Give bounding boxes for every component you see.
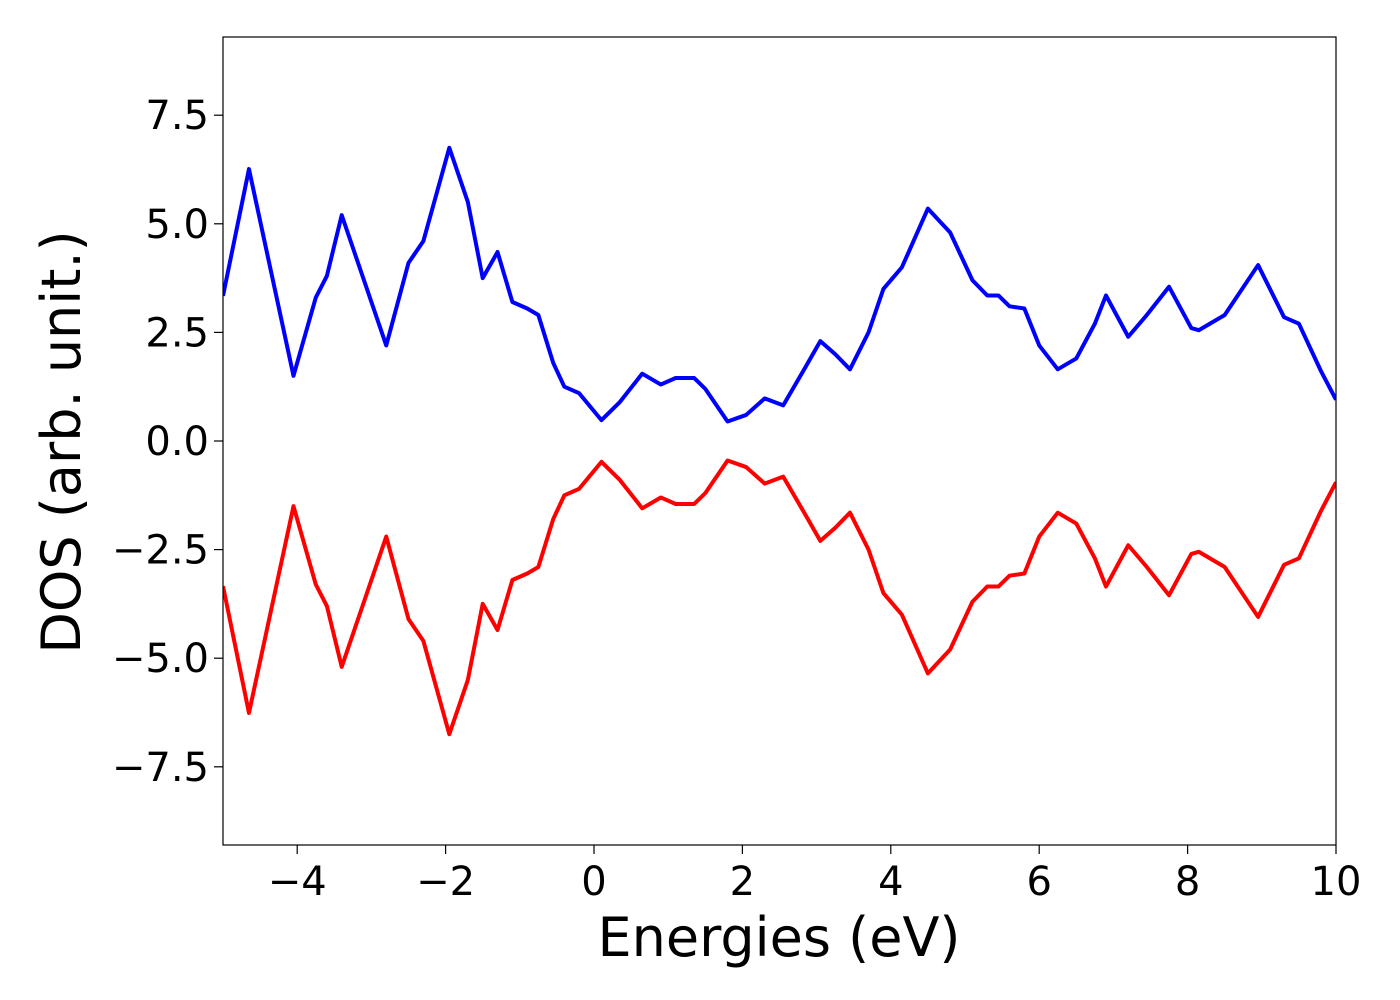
x-tick-label: −2 <box>416 859 475 905</box>
x-axis-label: Energies (eV) <box>598 906 961 969</box>
x-tick-label: 8 <box>1175 859 1200 905</box>
x-tick-label: 2 <box>730 859 755 905</box>
x-tick-label: 4 <box>878 859 903 905</box>
y-tick-label: 7.5 <box>145 93 209 139</box>
series-line <box>223 145 1336 424</box>
plot-frame <box>222 36 1337 846</box>
y-tick-label: 0.0 <box>145 419 209 465</box>
y-tick-label: −2.5 <box>112 528 209 574</box>
y-tick-label: −5.0 <box>112 636 209 682</box>
x-tick-label: 10 <box>1311 859 1362 905</box>
y-tick-label: 5.0 <box>145 202 209 248</box>
y-axis-label: DOS (arb. unit.) <box>30 230 93 653</box>
series-line <box>223 458 1336 737</box>
y-tick-label: −7.5 <box>112 745 209 791</box>
x-tick-label: −4 <box>268 859 327 905</box>
x-tick-label: 6 <box>1026 859 1051 905</box>
y-tick-label: 2.5 <box>145 310 209 356</box>
x-tick-label: 0 <box>581 859 606 905</box>
